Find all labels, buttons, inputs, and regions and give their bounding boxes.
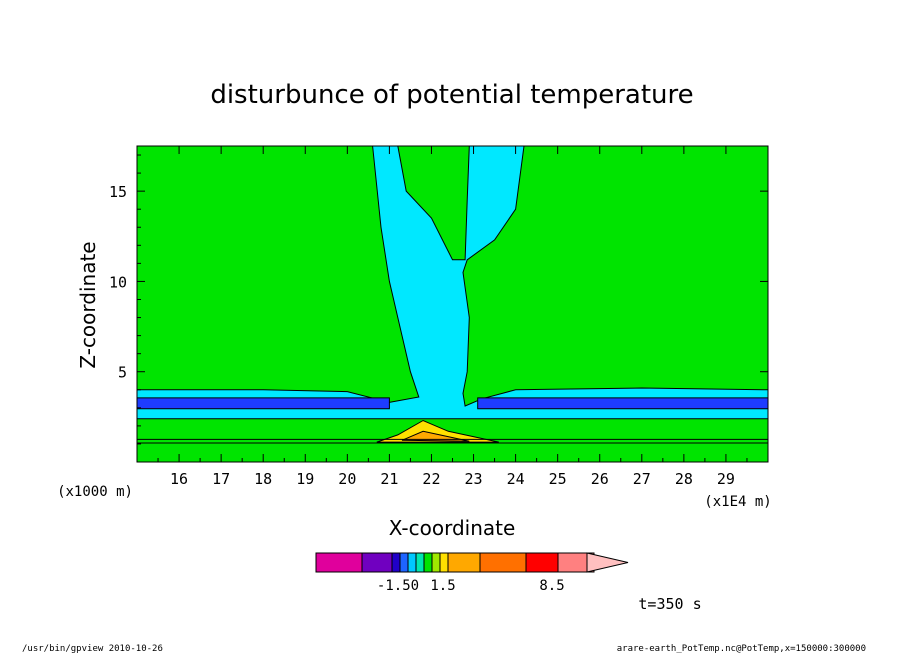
plot-area: 16 17 18 19 20 21 22 23 24 25 26 27 28 29 5 10 15 (109, 145, 769, 488)
colorbar-segment (479, 552, 527, 573)
x-tick-label: 19 (296, 470, 314, 488)
x-tick-label: 25 (549, 470, 567, 488)
y-axis-label: Z-coordinate (76, 241, 100, 368)
x-tick-label: 18 (254, 470, 272, 488)
colorbar-segment (439, 552, 449, 573)
colorbar-segment (423, 552, 433, 573)
colorbar-segment (399, 552, 409, 573)
colorbar-segment (415, 552, 425, 573)
colorbar-segment (407, 552, 417, 573)
colorbar: -1.50 1.5 8.5 (315, 552, 629, 594)
colorbar-segment (447, 552, 481, 573)
y-unit-label: (x1000 m) (57, 484, 133, 500)
y-tick-label: 10 (109, 273, 127, 291)
x-unit-label: (x1E4 m) (704, 494, 771, 510)
contour-region-warm-bubble (376, 419, 499, 443)
x-tick-label: 24 (507, 470, 525, 488)
time-annotation: t=350 s (638, 595, 701, 613)
x-axis-label: X-coordinate (389, 516, 516, 540)
contour-region-cold-layer-right (477, 397, 769, 410)
x-tick-label: 21 (380, 470, 398, 488)
footer-left: /usr/bin/gpview 2010-10-26 (22, 644, 163, 654)
x-tick-label: 16 (170, 470, 188, 488)
colorbar-segment (361, 552, 393, 573)
y-tick-label: 5 (118, 364, 127, 382)
contour-region-cold-layer (136, 397, 390, 410)
colorbar-label: -1.50 (377, 578, 419, 594)
x-tick-label: 23 (465, 470, 483, 488)
x-tick-label: 22 (422, 470, 440, 488)
contour-region-warm-bubble-core (401, 430, 470, 442)
colorbar-label: 1.5 (430, 578, 455, 594)
x-tick-label: 29 (717, 470, 735, 488)
y-tick-label: 15 (109, 183, 127, 201)
x-tick-label: 28 (675, 470, 693, 488)
x-tick-label: 17 (212, 470, 230, 488)
colorbar-segment (391, 552, 401, 573)
colorbar-segment (525, 552, 559, 573)
colorbar-label: 8.5 (539, 578, 564, 594)
colorbar-tip (586, 552, 629, 573)
chart-title: disturbunce of potential temperature (210, 80, 693, 110)
x-tick-label: 27 (633, 470, 651, 488)
contour-region-cold-plume (136, 145, 769, 420)
colorbar-segment (431, 552, 441, 573)
x-tick-label: 26 (591, 470, 609, 488)
x-tick-label: 20 (338, 470, 356, 488)
colorbar-segment (315, 552, 363, 573)
footer-right: arare-earth_PotTemp.nc@PotTemp,x=150000:… (617, 644, 866, 654)
